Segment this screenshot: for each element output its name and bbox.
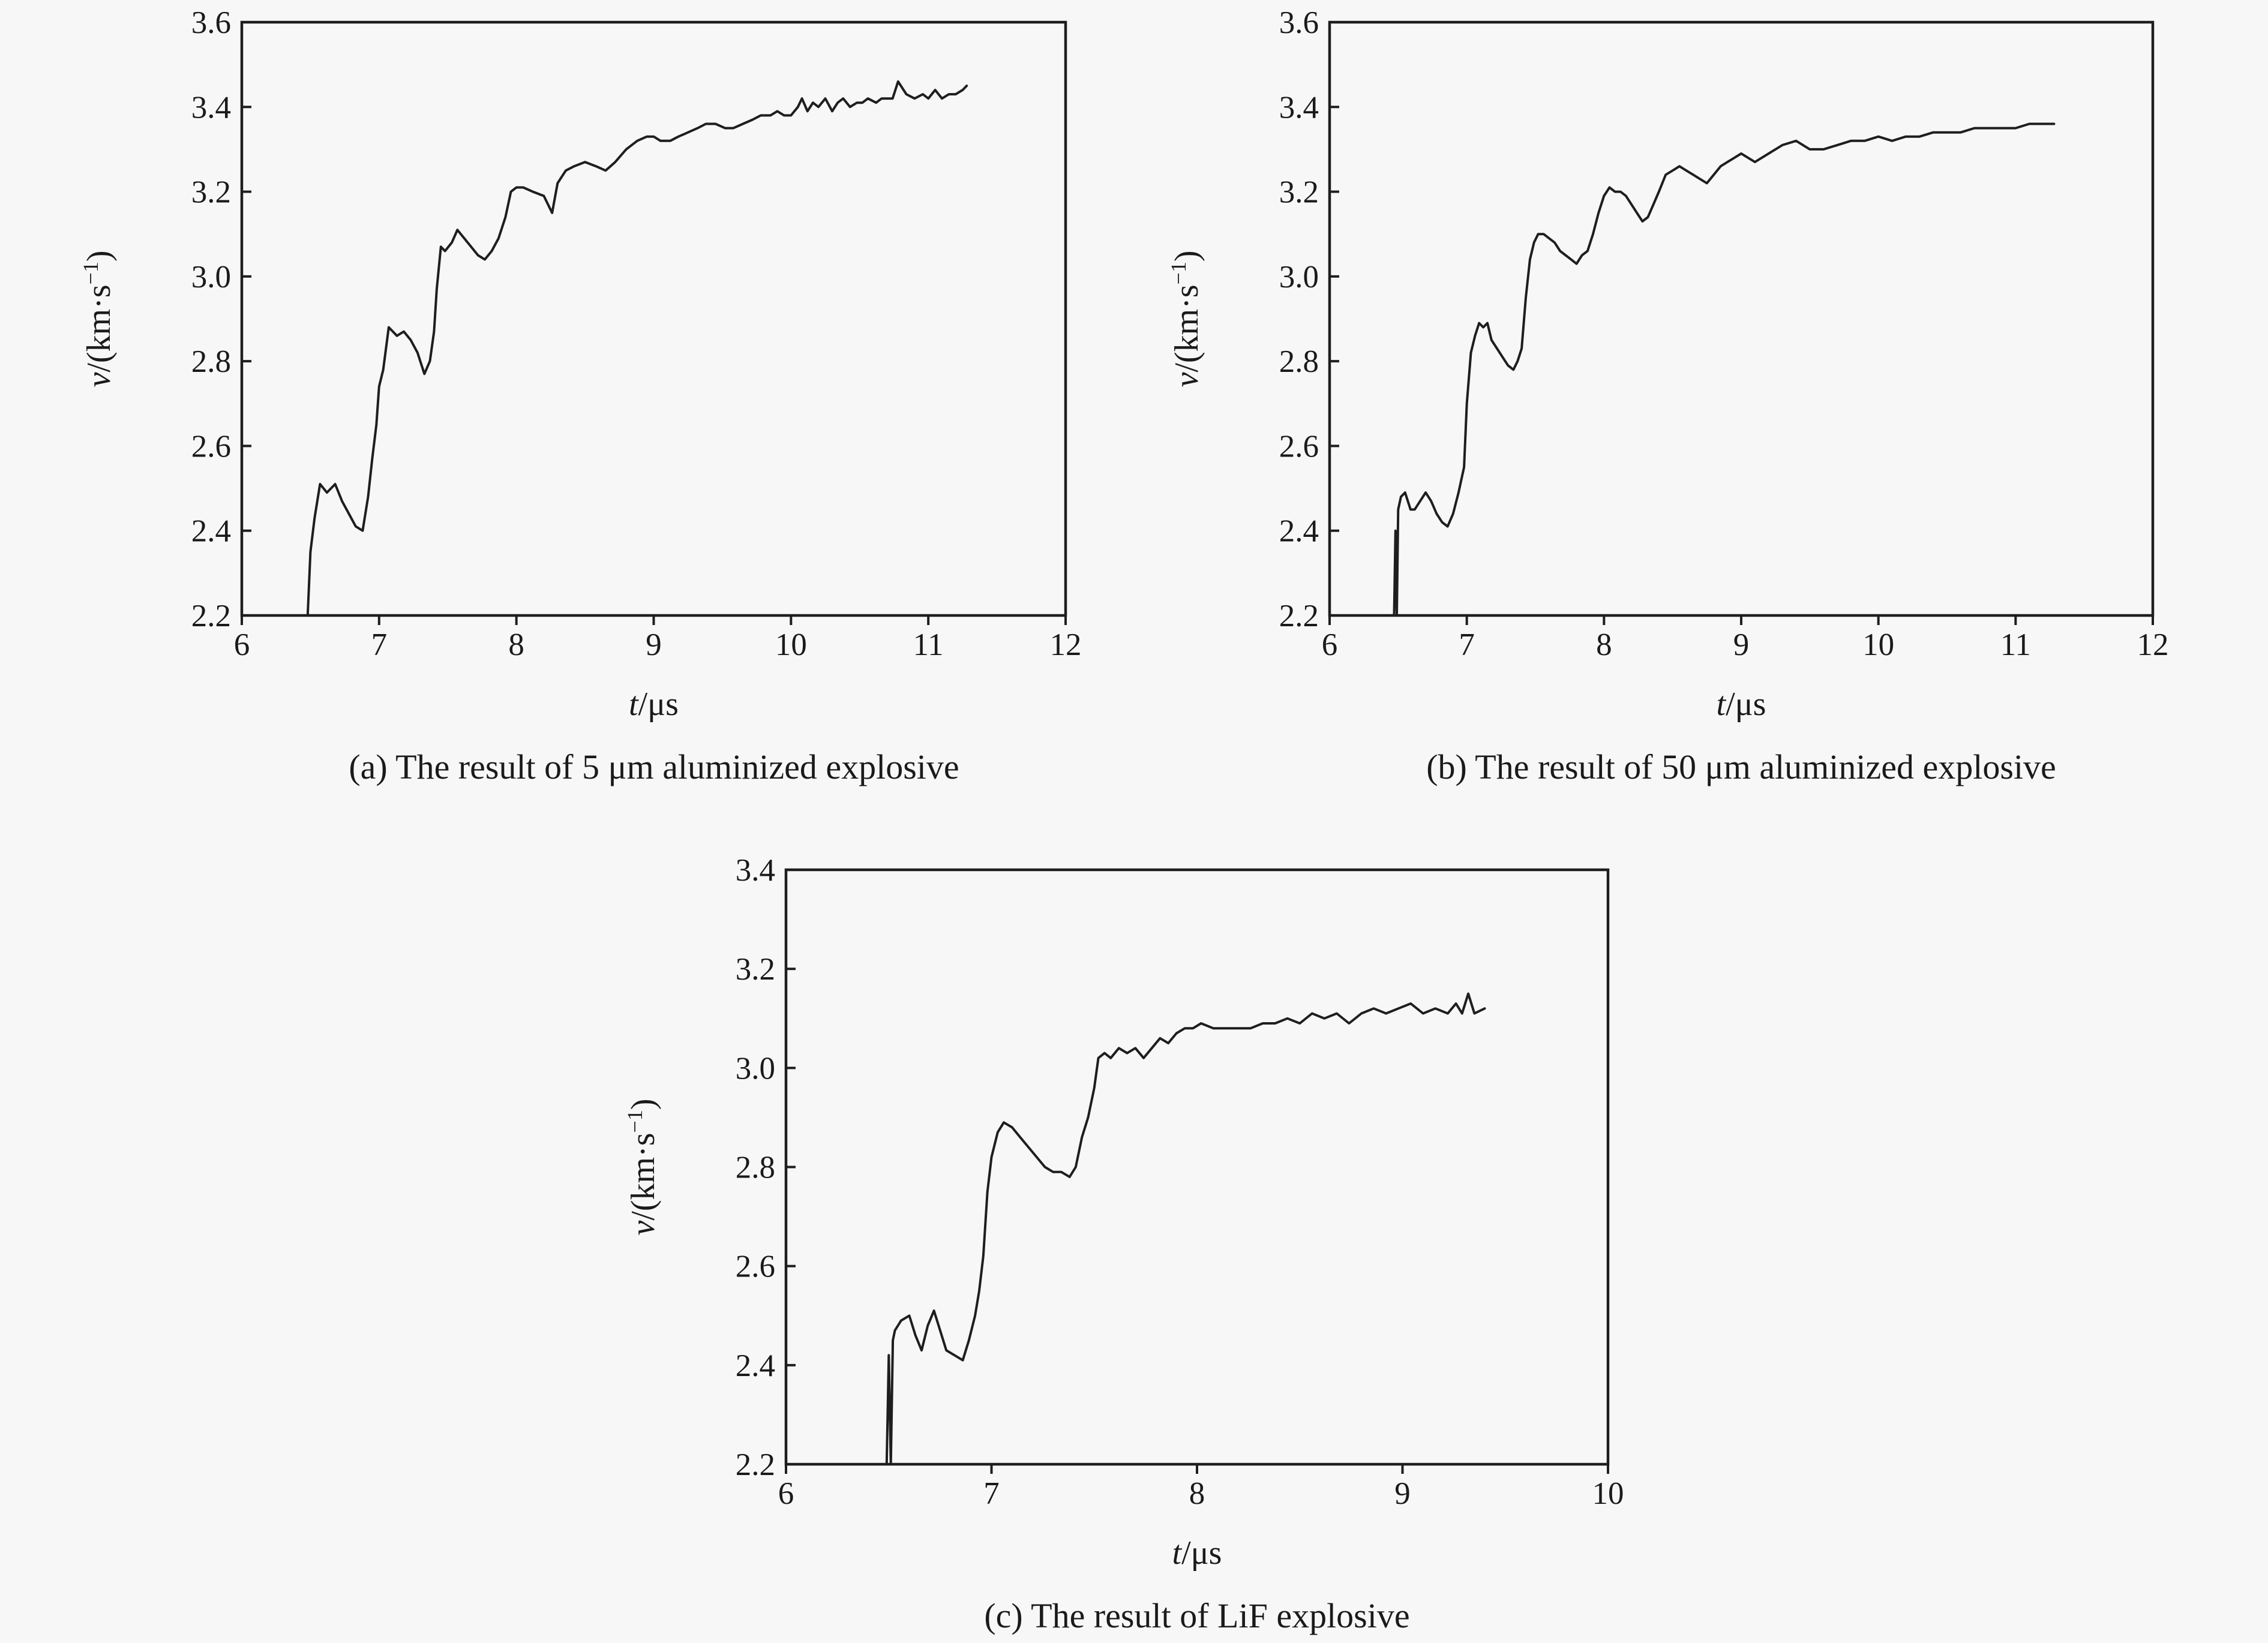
x-axis-unit: /μs xyxy=(638,686,679,723)
y-tick-label: 3.0 xyxy=(191,260,231,295)
x-tick-label: 12 xyxy=(1050,627,1082,662)
y-tick-label: 2.6 xyxy=(736,1249,775,1284)
x-axis-variable: t xyxy=(1717,686,1727,723)
y-tick-label: 3.0 xyxy=(1279,260,1319,295)
x-tick-label: 10 xyxy=(1862,627,1894,662)
y-tick-label: 2.8 xyxy=(191,344,231,379)
y-tick-label: 3.4 xyxy=(1279,90,1319,125)
x-tick-label: 10 xyxy=(775,627,807,662)
y-axis-unit: /(km·s xyxy=(1168,284,1205,372)
y-tick-label: 3.6 xyxy=(191,5,231,40)
y-tick-label: 3.4 xyxy=(191,90,231,125)
chart-caption: (a) The result of 5 μm aluminized explos… xyxy=(349,747,959,786)
chart-a: 6 7 8 9 10 11 122.22.42.62.83.03.23.43.6t/μsv/… xyxy=(79,5,1082,786)
chart-c: 6 7 8 9 10 2.2 2.4 2.6 2.8 3.0 3.2 3.4 t/μs v/(km·s−1… xyxy=(623,853,1624,1635)
velocity-curve xyxy=(1393,122,2056,617)
y-tick-label: 2.8 xyxy=(736,1151,775,1185)
x-tick-label: 6 xyxy=(234,627,250,662)
y-axis-unit: /(km·s xyxy=(625,1133,662,1220)
x-axis-variable: t xyxy=(629,686,639,723)
y-axis-close-paren: ) xyxy=(625,1098,662,1110)
plot-frame xyxy=(1328,20,2155,617)
plot-frame xyxy=(240,20,1067,617)
y-axis-close-paren: ) xyxy=(1168,250,1205,262)
x-tick-label: 6 xyxy=(778,1476,794,1511)
x-tick-label: 11 xyxy=(2000,627,2031,662)
x-tick-label: 9 xyxy=(646,627,662,662)
y-axis-unit: /(km·s xyxy=(80,284,118,372)
y-tick-label: 2.8 xyxy=(1279,344,1319,379)
y-tick-label: 3.2 xyxy=(736,952,775,987)
x-tick-label: 12 xyxy=(2137,627,2169,662)
x-tick-label: 7 xyxy=(983,1476,1000,1511)
y-tick-label: 2.2 xyxy=(736,1447,775,1482)
x-axis-unit: /μs xyxy=(1726,686,1766,723)
x-tick-label: 11 xyxy=(913,627,944,662)
y-axis-unit-exponent: −1 xyxy=(79,262,103,284)
x-tick-label: 9 xyxy=(1733,627,1750,662)
x-axis-variable: t xyxy=(1172,1534,1183,1572)
x-tick-label: 6 xyxy=(1322,627,1338,662)
x-tick-label: 9 xyxy=(1394,1476,1411,1511)
y-axis-label: v/(km·s−1) xyxy=(79,250,118,387)
y-axis-variable: v xyxy=(625,1221,662,1236)
x-axis-label: t/μs xyxy=(1172,1534,1222,1572)
chart-b: 6 7 8 9 10 11 122.22.42.62.83.03.23.43.6t/μsv/… xyxy=(1166,5,2169,786)
y-axis-variable: v xyxy=(1168,373,1205,388)
y-tick-label: 2.2 xyxy=(191,599,231,633)
x-tick-label: 7 xyxy=(1459,627,1475,662)
y-tick-label: 3.4 xyxy=(736,853,775,888)
x-tick-label: 8 xyxy=(508,627,524,662)
y-tick-label: 3.0 xyxy=(736,1051,775,1086)
x-tick-label: 8 xyxy=(1189,1476,1205,1511)
y-axis-label: v/(km·s−1) xyxy=(623,1098,662,1235)
x-axis-label: t/μs xyxy=(1717,686,1766,723)
y-tick-label: 3.2 xyxy=(191,175,231,210)
y-axis-close-paren: ) xyxy=(80,250,118,262)
y-tick-label: 3.2 xyxy=(1279,175,1319,210)
y-tick-label: 2.4 xyxy=(1279,514,1319,549)
x-tick-label: 10 xyxy=(1592,1476,1624,1511)
velocity-curve xyxy=(885,992,1486,1465)
x-axis-label: t/μs xyxy=(629,686,679,723)
y-tick-label: 3.6 xyxy=(1279,5,1319,40)
y-axis-variable: v xyxy=(80,373,118,388)
plot-frame xyxy=(784,868,1610,1466)
chart-caption: (b) The result of 50 μm aluminized explo… xyxy=(1426,747,2056,786)
y-axis-unit-exponent: −1 xyxy=(623,1110,647,1133)
chart-caption: (c) The result of LiF explosive xyxy=(984,1596,1409,1635)
y-tick-label: 2.4 xyxy=(191,514,231,549)
y-tick-label: 2.4 xyxy=(736,1348,775,1383)
y-tick-label: 2.6 xyxy=(191,429,231,464)
velocity-curve xyxy=(306,80,968,617)
y-axis-label: v/(km·s−1) xyxy=(1166,250,1205,387)
y-tick-label: 2.2 xyxy=(1279,599,1319,633)
x-tick-label: 8 xyxy=(1596,627,1612,662)
x-tick-label: 7 xyxy=(371,627,388,662)
x-axis-unit: /μs xyxy=(1181,1534,1222,1572)
y-tick-label: 2.6 xyxy=(1279,429,1319,464)
y-axis-unit-exponent: −1 xyxy=(1166,262,1190,284)
